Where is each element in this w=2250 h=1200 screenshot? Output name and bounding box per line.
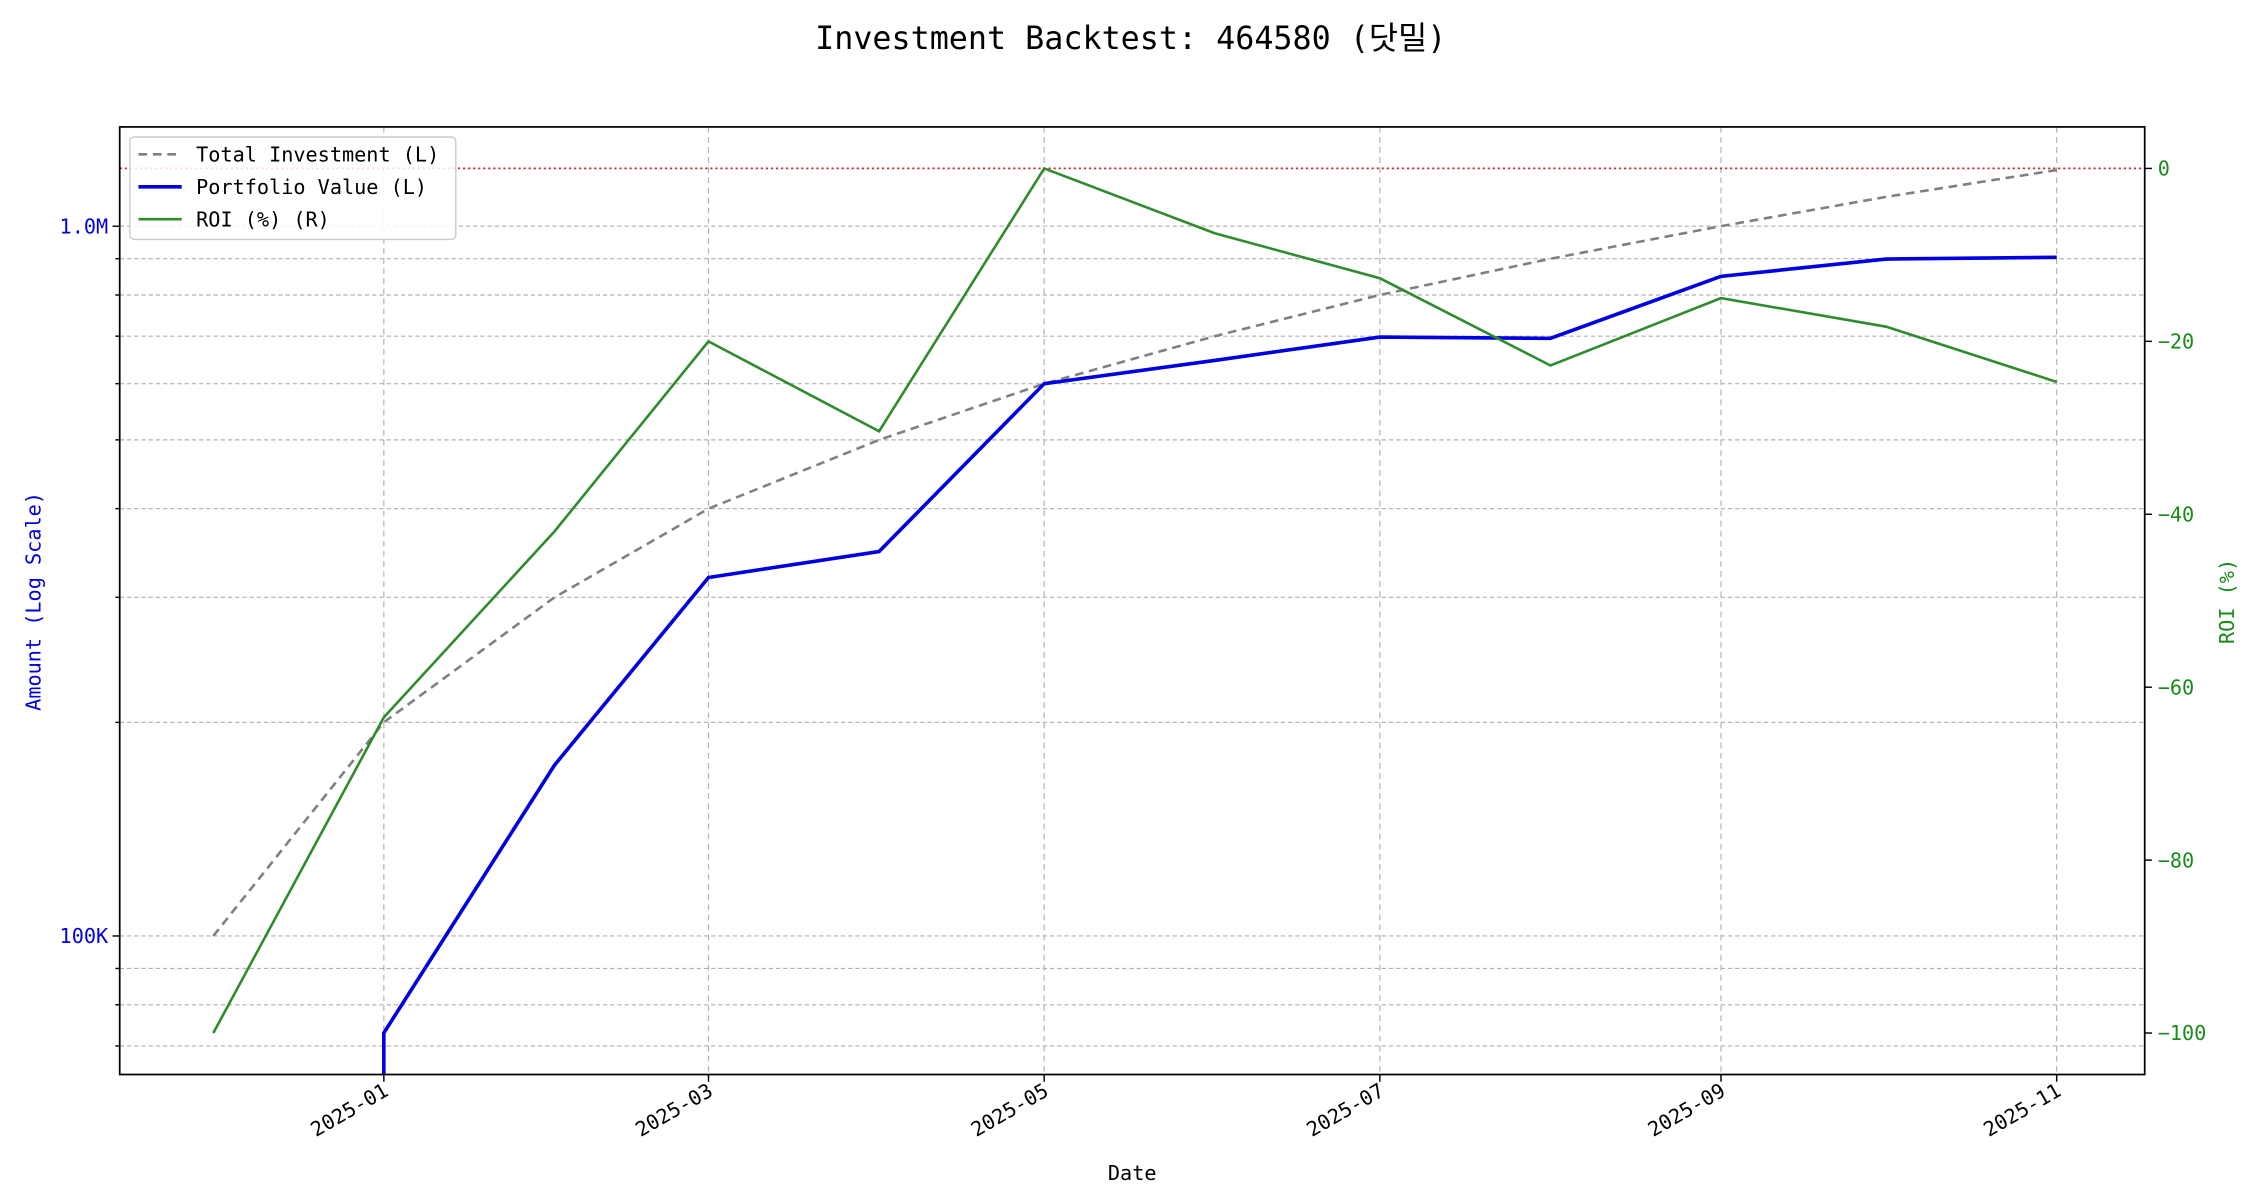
right-tick-label: −100 [2158, 1021, 2207, 1045]
right-tick-label: −40 [2158, 502, 2194, 526]
right-axis: 0 −20 −40 −60 −80 −100 [2144, 157, 2207, 1045]
legend-label: Portfolio Value (L) [196, 175, 427, 199]
left-axis: 100K 1.0M [60, 214, 120, 1047]
x-tick-label: 2025-09 [1644, 1078, 1730, 1141]
x-tick-label: 2025-03 [631, 1078, 717, 1141]
plot-frame [118, 126, 2146, 1076]
left-tick-label: 100K [60, 924, 109, 948]
total-investment-line [212, 168, 2057, 937]
x-tick-label: 2025-05 [967, 1078, 1053, 1141]
left-axis-label: Amount (Log Scale) [21, 492, 45, 711]
x-axis-label: Date [1108, 1161, 1157, 1185]
x-axis: 2025-01 2025-03 2025-05 2025-07 2025-09 2025-… [306, 1074, 2065, 1142]
left-tick-label: 1.0M [60, 214, 109, 238]
right-tick-label: 0 [2158, 157, 2170, 181]
chart-title: Investment Backtest: 464580 (닷밀) [815, 21, 1446, 57]
right-tick-label: −20 [2158, 330, 2194, 354]
right-axis-label: ROI (%) [2215, 559, 2239, 644]
legend-box [129, 136, 457, 241]
x-tick-label: 2025-01 [306, 1078, 392, 1141]
x-tick-label: 2025-07 [1302, 1078, 1388, 1141]
grid [119, 126, 2145, 1075]
legend-label: ROI (%) (R) [196, 207, 330, 231]
portfolio-value-line [381, 255, 2057, 1075]
right-tick-label: −60 [2158, 675, 2194, 699]
right-tick-label: −80 [2158, 848, 2194, 872]
x-tick-label: 2025-11 [1979, 1078, 2065, 1141]
series-lines [212, 166, 2058, 1075]
roi-line [212, 166, 2058, 1034]
legend-label: Total Investment (L) [196, 143, 439, 167]
legend: Total Investment (L) Portfolio Value (L) R… [129, 136, 457, 241]
